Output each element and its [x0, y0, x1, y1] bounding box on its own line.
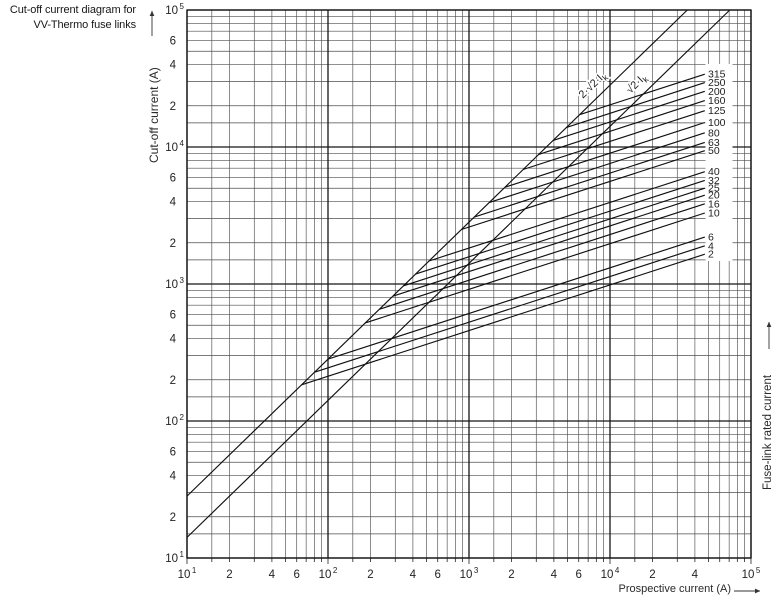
fuse-rating-label-10: 10 — [708, 208, 720, 220]
fuse-rating-label-32: 32 — [708, 175, 720, 187]
data-lines — [186, 9, 731, 538]
fuse-line-25 — [403, 187, 705, 287]
y-tick-label: 6 — [170, 446, 176, 458]
fuse-rating-label-6: 6 — [708, 232, 714, 244]
x-tick-label: 2 — [649, 569, 655, 581]
decade-tick-label: 10 4 — [165, 139, 184, 154]
fuse-line-315 — [579, 73, 705, 116]
fuse-rating-label-2: 2 — [708, 249, 714, 261]
decade-tick-label: 10 3 — [165, 276, 184, 291]
axis-arrows — [149, 10, 772, 594]
rating-label-backdrop — [705, 64, 733, 261]
peak-line-sqrt2-ik — [186, 9, 731, 538]
fuse-rating-label-63: 63 — [708, 137, 720, 149]
decade-tick-label: 10 2 — [319, 566, 338, 581]
decade-tick-label: 10 4 — [601, 566, 620, 581]
chart-title: Cut-off current diagram for VV-Thermo fu… — [2, 3, 136, 34]
fuse-line-20 — [392, 194, 705, 297]
peak-line-label-2sqrt2-ik: 2·√2·Ik — [577, 69, 611, 102]
y-tick-label: 2 — [170, 238, 176, 250]
fuse-line-40 — [428, 171, 705, 262]
fuse-rating-label-4: 4 — [708, 240, 714, 252]
y-tick-label: 4 — [170, 197, 177, 209]
decade-tick-label: 10 2 — [165, 413, 184, 428]
x-tick-label: 6 — [294, 569, 300, 581]
fuse-rating-label-100: 100 — [708, 117, 726, 129]
fuse-line-250 — [566, 82, 705, 128]
y-tick-label: 4 — [170, 471, 177, 483]
fuse-line-16 — [379, 203, 705, 310]
fuse-line-6 — [327, 236, 705, 360]
fuse-line-160 — [538, 100, 705, 155]
fuse-line-2 — [301, 253, 705, 386]
fuse-rating-label-250: 250 — [708, 77, 726, 89]
x-tick-label: 2 — [226, 569, 232, 581]
x-tick-label: 6 — [435, 569, 441, 581]
decade-tick-label: 10 5 — [742, 566, 761, 581]
fuse-line-125 — [522, 110, 705, 171]
peak-line-label-sqrt2-ik: √2·Ik — [624, 71, 651, 98]
fuse-rating-label-20: 20 — [708, 190, 720, 202]
fuse-line-50 — [461, 150, 705, 231]
fuse-rating-label-16: 16 — [708, 198, 720, 210]
fuse-rating-label-25: 25 — [708, 183, 720, 195]
chart-title-line-2: VV-Thermo fuse links — [33, 19, 136, 32]
y-tick-label: 6 — [170, 172, 176, 184]
decade-tick-label: 10 1 — [165, 550, 184, 565]
y-tick-label: 6 — [170, 309, 176, 321]
y-tick-label: 4 — [170, 60, 177, 72]
fuse-line-10 — [365, 212, 705, 324]
decade-tick-label: 10 3 — [460, 566, 479, 581]
fuse-rating-label-160: 160 — [708, 95, 726, 107]
fuse-rating-label-315: 315 — [708, 69, 726, 81]
x-axis-title: Prospective current (A) — [618, 583, 731, 595]
x-tick-label: 4 — [410, 569, 417, 581]
y-tick-label: 2 — [170, 512, 176, 524]
fuse-rating-label-125: 125 — [708, 105, 726, 117]
x-tick-label: 4 — [692, 569, 699, 581]
y-tick-label: 4 — [170, 334, 177, 346]
x-tick-label: 4 — [269, 569, 276, 581]
fuse-line-63 — [474, 141, 705, 218]
x-tick-label: 2 — [508, 569, 514, 581]
chart-title-line-1: Cut-off current diagram for — [9, 4, 136, 16]
x-tick-label: 2 — [367, 569, 373, 581]
fuse-line-200 — [552, 90, 705, 141]
x-tick-label: 4 — [551, 569, 558, 581]
fuse-line-4 — [314, 245, 705, 373]
decade-tick-label: 10 5 — [165, 2, 184, 17]
decade-tick-label: 10 1 — [178, 566, 197, 581]
peak-line-2sqrt2-ik — [186, 9, 688, 497]
x-tick-label: 6 — [576, 569, 582, 581]
plot-border — [186, 9, 752, 559]
fuse-line-100 — [504, 121, 705, 188]
fuse-rating-label-80: 80 — [708, 127, 720, 139]
y-tick-label: 2 — [170, 101, 176, 113]
fuse-rating-label-200: 200 — [708, 86, 726, 98]
fuse-line-32 — [415, 179, 705, 275]
y-tick-label: 2 — [170, 375, 176, 387]
fuse-line-80 — [488, 132, 705, 204]
fuse-rating-label-50: 50 — [708, 145, 720, 157]
x-axis-tick-marks — [186, 558, 752, 564]
y-tick-label: 6 — [170, 35, 176, 47]
fuse-rating-label-40: 40 — [708, 166, 720, 178]
